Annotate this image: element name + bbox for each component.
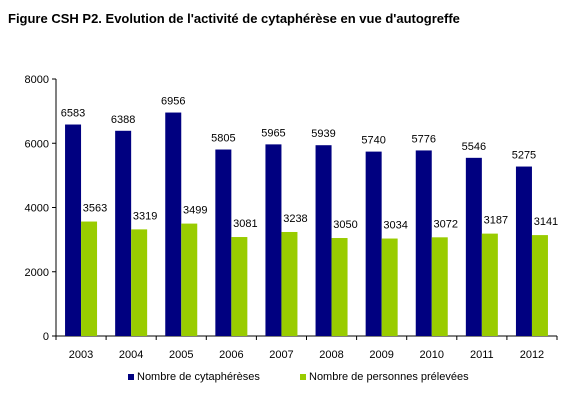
data-label: 5275 [512, 150, 536, 162]
bar-cytapheresis-2003 [65, 124, 82, 337]
data-label: 5939 [311, 128, 335, 140]
bar-cytapheresis-2012 [515, 166, 532, 336]
bar-persons-2006 [231, 237, 248, 336]
y-tick-label: 6000 [25, 138, 49, 150]
data-label: 3050 [333, 219, 357, 231]
x-tick-label: 2012 [520, 349, 544, 361]
data-label: 6956 [161, 96, 185, 108]
bar-persons-2004 [131, 229, 148, 336]
data-label: 3141 [534, 216, 558, 228]
chart-data-labels: 6583 3563 6388 3319 6956 3499 5805 3081 5965 3238… [61, 96, 558, 232]
legend-swatch [128, 374, 134, 380]
data-label: 3238 [283, 213, 307, 225]
bar-cytapheresis-2009 [365, 151, 382, 336]
legend-swatch [300, 374, 306, 380]
data-label: 3563 [83, 203, 107, 215]
x-tick-label: 2005 [169, 349, 193, 361]
chart-axes: 0 2000 4000 6000 8000 2003 2004 2005 2006 2007 200… [25, 74, 558, 361]
x-tick-label: 2003 [69, 349, 93, 361]
chart-bars [65, 112, 548, 337]
x-tick-label: 2009 [369, 349, 393, 361]
bar-cytapheresis-2007 [265, 144, 282, 336]
bar-persons-2009 [381, 238, 398, 336]
y-tick-label: 4000 [25, 203, 49, 215]
data-label: 6388 [111, 114, 135, 126]
x-tick-label: 2010 [420, 349, 444, 361]
legend-label: Nombre de cytaphérèses [137, 371, 260, 383]
bar-persons-2005 [181, 223, 198, 336]
x-tick-label: 2007 [269, 349, 293, 361]
bar-cytapheresis-2008 [315, 145, 332, 336]
data-label: 3499 [183, 205, 207, 217]
bar-persons-2012 [531, 235, 548, 336]
x-tick-label: 2008 [319, 349, 343, 361]
data-label: 3319 [133, 210, 157, 222]
x-tick-label: 2011 [470, 349, 494, 361]
y-tick-label: 8000 [25, 74, 49, 86]
data-label: 5740 [361, 135, 385, 147]
bar-persons-2011 [481, 233, 498, 336]
x-tick-label: 2006 [219, 349, 243, 361]
bar-cytapheresis-2004 [115, 130, 132, 336]
bar-persons-2010 [431, 237, 448, 336]
data-label: 5805 [211, 133, 235, 145]
data-label: 3034 [383, 220, 407, 232]
bar-persons-2008 [331, 238, 348, 336]
y-tick-label: 2000 [25, 267, 49, 279]
bar-cytapheresis-2011 [465, 157, 482, 336]
data-label: 5965 [261, 127, 285, 139]
x-tick-label: 2004 [119, 349, 143, 361]
legend-label: Nombre de personnes prélevées [309, 371, 469, 383]
chart-title: Figure CSH P2. Evolution de l'activité d… [8, 11, 460, 26]
data-label: 5776 [412, 133, 436, 145]
bar-cytapheresis-2010 [415, 150, 432, 336]
y-tick-label: 0 [43, 331, 49, 343]
data-label: 3072 [434, 218, 458, 230]
data-label: 3187 [484, 215, 508, 227]
data-label: 5546 [462, 141, 486, 153]
bar-cytapheresis-2005 [165, 112, 182, 336]
bar-persons-2003 [81, 221, 98, 336]
chart-legend: Nombre de cytaphérèses Nombre de personne… [128, 371, 469, 383]
bar-persons-2007 [281, 231, 298, 336]
bar-cytapheresis-2006 [215, 149, 232, 336]
data-label: 6583 [61, 108, 85, 120]
data-label: 3081 [233, 218, 257, 230]
